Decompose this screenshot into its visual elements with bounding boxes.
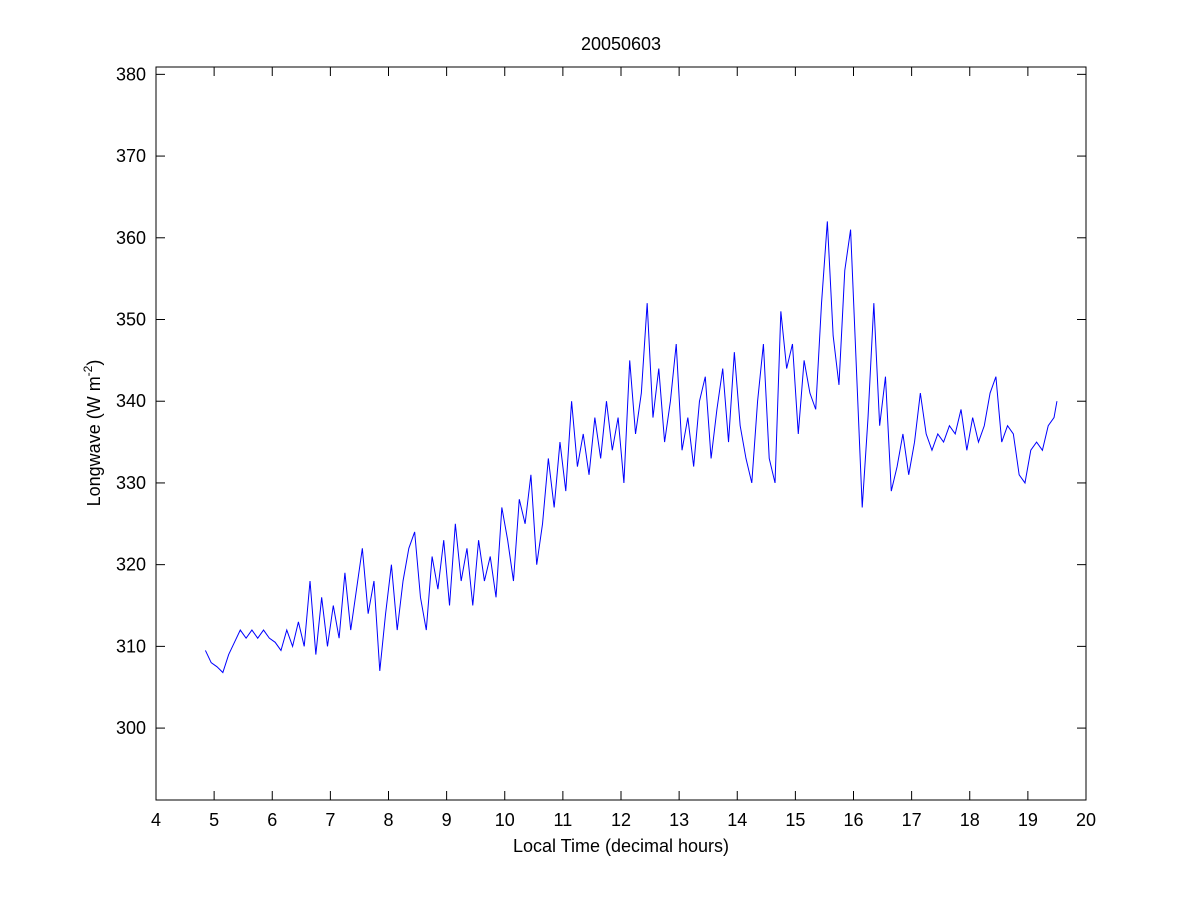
x-tick-label: 14 [727, 810, 747, 830]
x-tick-label: 19 [1018, 810, 1038, 830]
chart-title: 20050603 [581, 34, 661, 54]
y-tick-label: 310 [116, 636, 146, 656]
plot-frame [155, 66, 1087, 801]
y-tick-label: 380 [116, 64, 146, 84]
x-tick-label: 13 [669, 810, 689, 830]
y-tick-label: 360 [116, 228, 146, 248]
x-tick-label: 9 [442, 810, 452, 830]
data-line [204, 221, 1058, 674]
y-label-superscript: -2 [81, 365, 95, 376]
x-tick-label: 6 [267, 810, 277, 830]
x-tick-label: 7 [325, 810, 335, 830]
x-tick-label: 11 [554, 810, 573, 830]
x-axis-label: Local Time (decimal hours) [513, 836, 729, 856]
y-tick-label: 370 [116, 146, 146, 166]
y-tick-label: 320 [116, 555, 146, 575]
x-tick-label: 17 [902, 810, 922, 830]
x-tick-label: 8 [383, 810, 393, 830]
x-tick-label: 20 [1076, 810, 1096, 830]
x-tick-label: 12 [611, 810, 631, 830]
y-tick-label: 350 [116, 310, 146, 330]
x-tick-label: 5 [209, 810, 219, 830]
x-tick-label: 10 [495, 810, 515, 830]
x-tick-label: 18 [960, 810, 980, 830]
y-label-suffix: ) [84, 360, 104, 366]
x-tick-label: 16 [843, 810, 863, 830]
y-tick-label: 300 [116, 718, 146, 738]
y-label-text: Longwave (W m [84, 376, 104, 506]
y-tick-label: 340 [116, 391, 146, 411]
y-tick-label: 330 [116, 473, 146, 493]
y-axis-label: Longwave (W m-2) [81, 360, 104, 507]
x-tick-label: 4 [151, 810, 161, 830]
x-tick-label: 15 [785, 810, 805, 830]
